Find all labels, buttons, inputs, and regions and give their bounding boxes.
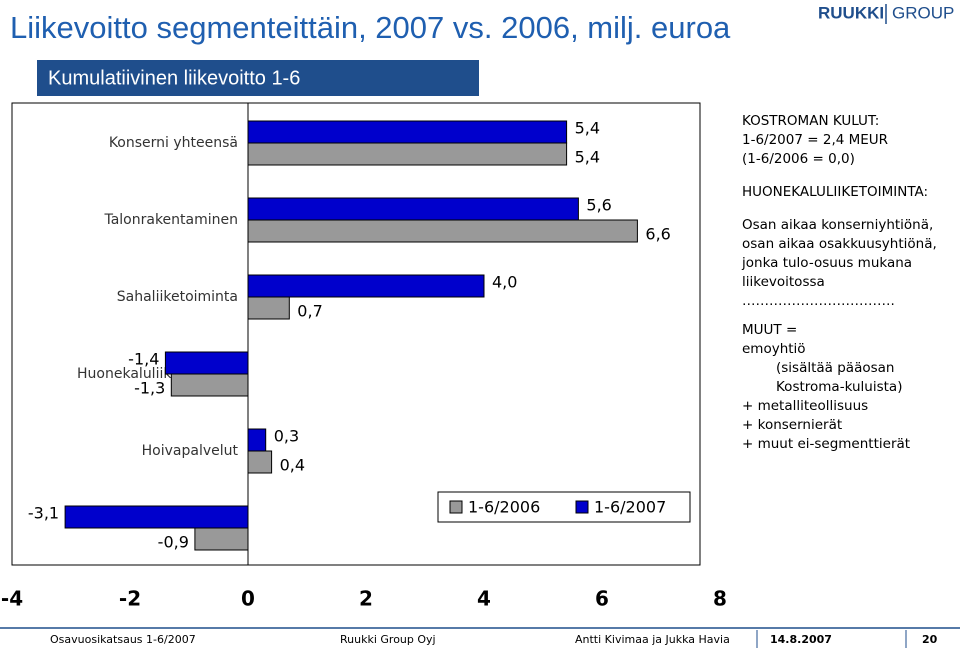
note-line: HUONEKALULIIKETOIMINTA: — [742, 184, 929, 200]
category-label: Talonrakentaminen — [103, 212, 238, 228]
x-tick-label: -2 — [119, 587, 141, 611]
legend-label: 1-6/2007 — [594, 498, 666, 517]
data-label: -1,4 — [128, 350, 159, 369]
data-label: -0,9 — [158, 533, 189, 552]
subtitle: Kumulatiivinen liikevoitto 1-6 — [48, 67, 300, 89]
logo: GROUP — [892, 3, 954, 22]
bar — [247, 450, 273, 474]
data-label: 0,4 — [280, 456, 305, 475]
note-line: (1-6/2006 = 0,0) — [742, 151, 855, 167]
footer-text: 20 — [922, 633, 938, 646]
bar — [247, 296, 290, 320]
note-line: + muut ei-segmenttierät — [742, 436, 911, 452]
slide-title: Liikevoitto segmenteittäin, 2007 vs. 200… — [10, 10, 731, 45]
category-label: Sahaliiketoiminta — [117, 289, 238, 305]
bar — [247, 120, 568, 144]
note-line: + konsernierät — [742, 417, 843, 433]
bar — [247, 428, 267, 452]
footer-text: Antti Kivimaa ja Jukka Havia — [575, 633, 730, 646]
note-line: + metalliteollisuus — [742, 398, 869, 414]
footer-text: 14.8.2007 — [770, 633, 832, 646]
category-label: Hoivapalvelut — [142, 443, 239, 459]
data-label: -1,3 — [134, 379, 165, 398]
legend-swatch — [575, 500, 589, 514]
bar — [194, 527, 249, 551]
category-label: Konserni yhteensä — [109, 135, 238, 151]
bar — [164, 351, 249, 375]
bar — [247, 142, 568, 166]
legend-box — [437, 491, 691, 523]
notes-panel: KOSTROMAN KULUT: 1-6/2007 = 2,4 MEUR (1-6/… — [742, 112, 947, 454]
note-line: MUUT = — [742, 322, 798, 338]
footer-text: Osavuosikatsaus 1-6/2007 — [50, 633, 196, 646]
bar — [64, 505, 249, 529]
bar — [247, 197, 579, 221]
data-label: 5,6 — [586, 196, 611, 215]
note-line: KOSTROMAN KULUT: — [742, 113, 880, 129]
bar — [247, 274, 485, 298]
x-tick-label: -4 — [1, 587, 23, 611]
bar — [170, 373, 249, 397]
footer-text: Ruukki Group Oyj — [340, 633, 436, 646]
data-label: 5,4 — [575, 148, 600, 167]
logo: RUUKKI — [818, 3, 884, 22]
plot-frame — [11, 102, 701, 566]
x-tick-label: 0 — [241, 587, 255, 611]
legend-swatch — [449, 500, 463, 514]
note-line: (sisältää pääosan Kostroma-kuluista) — [776, 360, 903, 395]
note-line: 1-6/2007 = 2,4 MEUR — [742, 132, 889, 148]
note-line: ……………………………. — [742, 293, 895, 309]
data-label: 4,0 — [492, 273, 517, 292]
x-tick-label: 6 — [595, 587, 609, 611]
note-line: Osan aikaa konserniyhtiönä, osan aikaa o… — [742, 217, 937, 290]
x-tick-label: 4 — [477, 587, 491, 611]
x-tick-label: 8 — [713, 587, 727, 611]
bar — [247, 219, 638, 243]
data-label: 6,6 — [645, 225, 670, 244]
x-tick-label: 2 — [359, 587, 373, 611]
data-label: -3,1 — [28, 504, 59, 523]
subtitle-box — [37, 60, 479, 96]
note-line: emoyhtiö — [742, 341, 806, 357]
legend-label: 1-6/2006 — [468, 498, 540, 517]
data-label: 0,7 — [297, 302, 322, 321]
data-label: 0,3 — [274, 427, 299, 446]
data-label: 5,4 — [575, 119, 600, 138]
